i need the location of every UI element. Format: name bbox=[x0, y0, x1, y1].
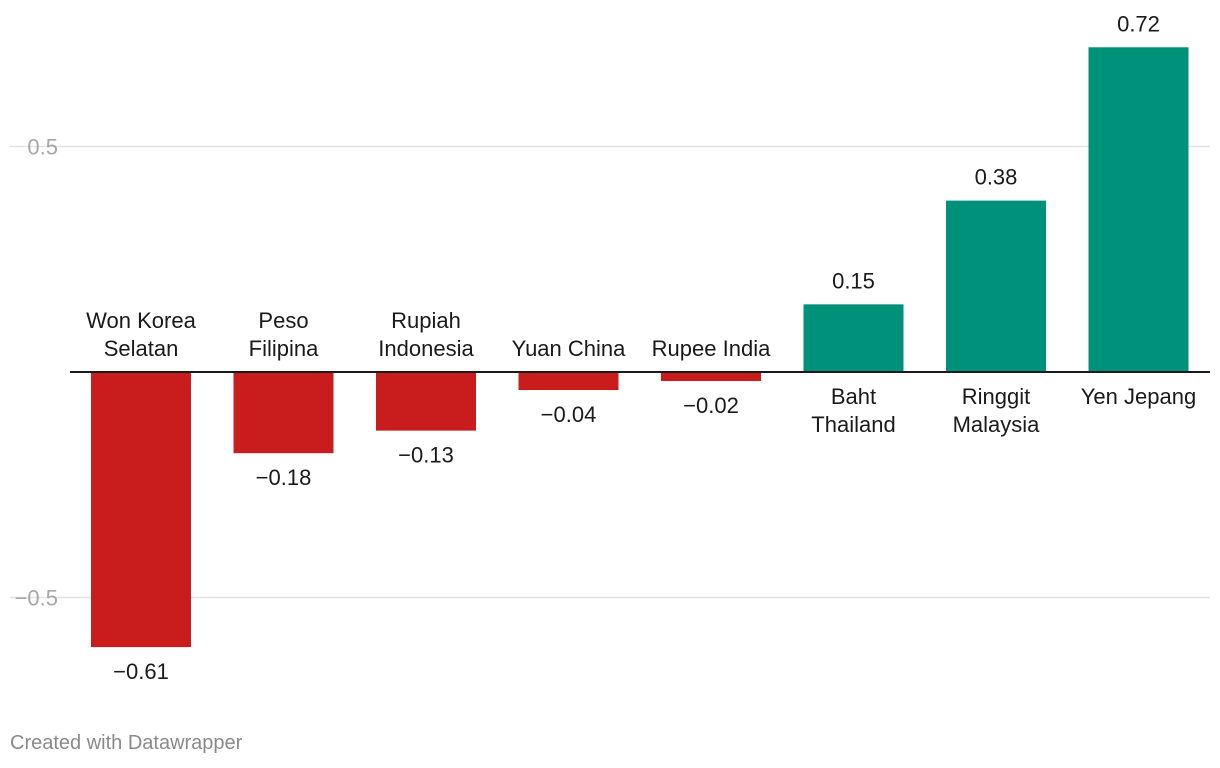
bar bbox=[1088, 47, 1189, 372]
category-label: Malaysia bbox=[953, 412, 1041, 437]
bar bbox=[518, 372, 619, 391]
category-label: Won Korea bbox=[86, 308, 196, 333]
bar bbox=[376, 372, 476, 431]
value-label: 0.15 bbox=[832, 268, 875, 293]
category-label: Thailand bbox=[811, 412, 895, 437]
value-label: −0.04 bbox=[541, 402, 597, 427]
category-label: Yuan China bbox=[512, 336, 627, 361]
y-tick-label: 0.5 bbox=[27, 135, 58, 160]
y-tick-label: −0.5 bbox=[15, 586, 58, 611]
value-label: −0.13 bbox=[398, 443, 454, 468]
category-label: Filipina bbox=[249, 336, 319, 361]
value-label: −0.02 bbox=[683, 393, 739, 418]
bar bbox=[946, 200, 1046, 372]
bar bbox=[91, 372, 191, 648]
category-label: Rupee India bbox=[652, 336, 771, 361]
bar bbox=[233, 372, 334, 454]
bar bbox=[661, 372, 761, 382]
category-label: Indonesia bbox=[378, 336, 474, 361]
footer-credit: Created with Datawrapper bbox=[10, 732, 243, 754]
value-label: 0.72 bbox=[1117, 11, 1160, 36]
bar-chart: 0.5 −0.5 −0.61 Won Korea Selatan −0.18 Peso Fil… bbox=[10, 11, 1210, 684]
value-label: −0.61 bbox=[113, 659, 169, 684]
category-label: Baht bbox=[831, 384, 876, 409]
value-label: −0.18 bbox=[256, 465, 312, 490]
category-label: Rupiah bbox=[391, 308, 461, 333]
bar bbox=[803, 304, 904, 372]
category-label: Ringgit bbox=[962, 384, 1030, 409]
category-label: Peso bbox=[258, 308, 308, 333]
category-label: Selatan bbox=[104, 336, 179, 361]
category-label: Yen Jepang bbox=[1081, 384, 1196, 409]
value-label: 0.38 bbox=[975, 165, 1018, 190]
